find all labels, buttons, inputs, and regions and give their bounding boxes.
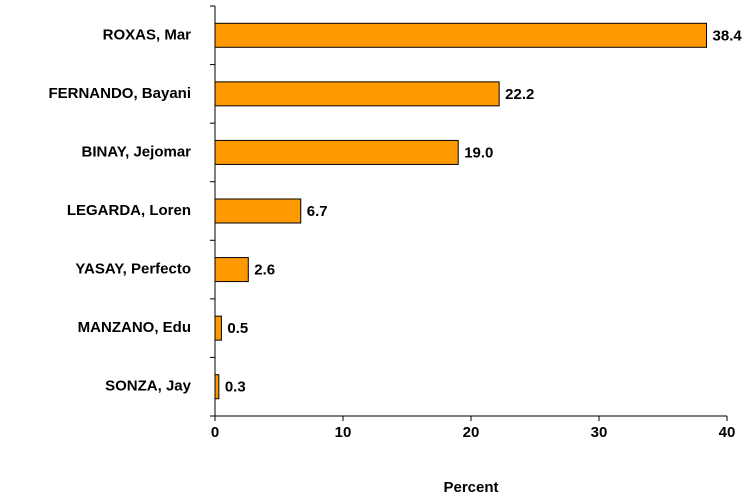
y-tick-label: SONZA, Jay [105, 378, 192, 395]
bar [214, 198, 302, 224]
y-tick-label: LEGARDA, Loren [67, 202, 191, 219]
x-tick-label: 0 [211, 424, 219, 441]
value-label: 22.2 [505, 86, 534, 103]
value-label: 19.0 [464, 144, 493, 161]
bar [214, 139, 459, 165]
y-tick-label: MANZANO, Edu [78, 319, 191, 336]
value-label: 0.5 [227, 320, 248, 337]
value-label: 6.7 [307, 203, 328, 220]
x-tick-label: 10 [335, 424, 352, 441]
value-label: 2.6 [254, 262, 275, 279]
bar [214, 315, 222, 341]
value-label: 0.3 [225, 379, 246, 396]
y-tick-label: BINAY, Jejomar [82, 143, 192, 160]
x-tick-label: 30 [591, 424, 608, 441]
y-tick-label: FERNANDO, Bayani [48, 85, 191, 102]
bar [214, 257, 249, 283]
x-tick-label: 20 [463, 424, 480, 441]
y-tick-label: YASAY, Perfecto [75, 261, 191, 278]
value-label: 38.4 [713, 27, 743, 44]
x-tick-label: 40 [719, 424, 736, 441]
bar [214, 374, 220, 400]
y-tick-label: ROXAS, Mar [103, 26, 192, 43]
bar [214, 22, 708, 48]
bar [214, 81, 500, 107]
x-axis-label: Percent [443, 479, 498, 496]
